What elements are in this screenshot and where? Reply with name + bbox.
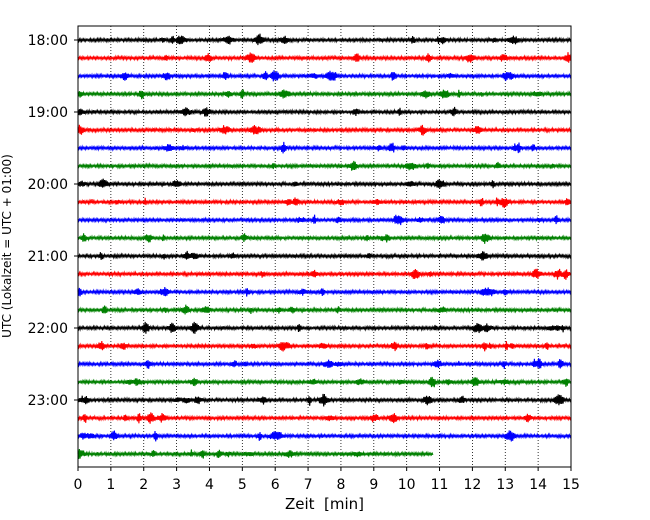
trace-line	[77, 358, 572, 370]
trace-line	[77, 52, 572, 63]
trace-line	[77, 214, 572, 226]
trace-line	[77, 89, 572, 100]
x-tick-label: 12	[463, 477, 481, 493]
x-axis-label: Zeit [min]	[285, 495, 364, 513]
plot-frame	[77, 25, 572, 468]
x-tick-label: 6	[271, 477, 280, 493]
x-tick-label: 4	[205, 477, 214, 493]
x-tick-label: 10	[398, 477, 416, 493]
x-tick-label: 2	[139, 477, 148, 493]
trace-line	[77, 321, 572, 334]
y-tick-label: 22:00	[28, 321, 68, 337]
seismogram-traces	[77, 33, 572, 460]
trace-line	[77, 250, 572, 261]
trace-line	[77, 233, 572, 244]
trace-line	[77, 449, 434, 460]
trace-line	[77, 341, 572, 352]
y-tick-label: 19:00	[28, 105, 68, 121]
x-tick-label: 8	[336, 477, 345, 493]
x-tick-label: 9	[369, 477, 378, 493]
y-tick-label: 23:00	[28, 393, 68, 409]
trace-line	[77, 197, 572, 208]
trace-line	[77, 286, 572, 297]
x-tick-label: 7	[304, 477, 313, 493]
trace-line	[77, 393, 572, 407]
x-tick-label: 13	[496, 477, 514, 493]
trace-line	[77, 124, 572, 136]
trace-line	[77, 141, 572, 154]
x-tick-label: 3	[172, 477, 181, 493]
x-axis-ticks: 0 1 2 3 4 5 6 7 8 9 10 11 12 13 14 15	[74, 467, 580, 493]
trace-line	[77, 70, 572, 82]
x-tick-label: 0	[74, 477, 83, 493]
y-axis-ticks: 18:00 19:00 20:00 21:00 22:00 23:00	[28, 33, 78, 409]
y-tick-label: 18:00	[28, 33, 68, 49]
trace-line	[77, 430, 572, 442]
trace-line	[77, 376, 572, 388]
trace-line	[77, 33, 572, 46]
trace-line	[77, 106, 572, 117]
x-tick-label: 5	[238, 477, 247, 493]
trace-line	[77, 412, 572, 424]
x-tick-label: 15	[562, 477, 580, 493]
x-tick-label: 1	[106, 477, 115, 493]
x-tick-label: 14	[529, 477, 547, 493]
trace-line	[77, 178, 572, 189]
y-tick-label: 21:00	[28, 249, 68, 265]
trace-line	[77, 268, 572, 280]
trace-line	[77, 160, 572, 171]
x-tick-label: 11	[431, 477, 449, 493]
y-tick-label: 20:00	[28, 177, 68, 193]
y-axis-label: UTC (Lokalzeit = UTC + 01:00)	[0, 154, 14, 338]
trace-line	[77, 304, 572, 315]
